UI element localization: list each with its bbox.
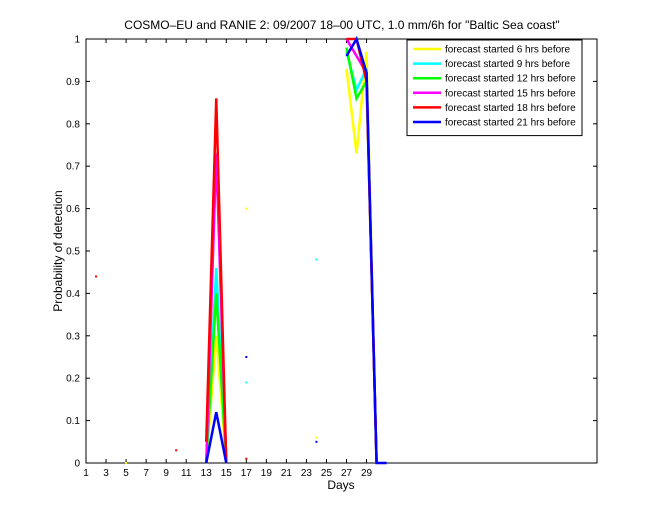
series-point xyxy=(315,440,318,443)
series-point xyxy=(125,462,128,464)
legend-label: forecast started 18 hrs before xyxy=(445,103,576,114)
x-tick-label: 5 xyxy=(123,468,129,479)
x-tick-label: 19 xyxy=(261,468,273,479)
y-tick-label: 0.4 xyxy=(66,289,80,300)
y-axis: 0 0.1 0.2 0.3 0.4 0.5 0.6 0.7 0.8 0.9 1 xyxy=(66,35,597,470)
series-point xyxy=(245,356,248,358)
x-tick-label: 21 xyxy=(281,468,293,479)
legend-label: forecast started 21 hrs before xyxy=(445,118,576,129)
chart-title: COSMO–EU and RANIE 2: 09/2007 18–00 UTC,… xyxy=(124,18,559,32)
y-tick-label: 0.2 xyxy=(66,374,80,385)
legend-label: forecast started 6 hrs before xyxy=(445,45,571,56)
x-tick-label: 13 xyxy=(201,468,213,479)
series-line xyxy=(345,35,387,465)
legend-label: forecast started 12 hrs before xyxy=(445,74,576,85)
x-tick-label: 25 xyxy=(321,468,333,479)
y-tick-label: 0.6 xyxy=(66,204,80,215)
series-point xyxy=(315,258,318,261)
y-tick-label: 0.8 xyxy=(66,119,80,130)
legend-label: forecast started 9 hrs before xyxy=(445,59,571,70)
series-layer xyxy=(95,35,387,465)
x-tick-label: 17 xyxy=(241,468,253,479)
x-tick-label: 29 xyxy=(361,468,373,479)
y-tick-label: 0 xyxy=(74,459,80,470)
series-point xyxy=(245,381,248,384)
x-tick-label: 11 xyxy=(181,468,192,479)
x-tick-label: 1 xyxy=(83,468,89,479)
series-point xyxy=(245,207,248,210)
series-line xyxy=(204,293,228,464)
series-line xyxy=(205,411,228,464)
y-tick-label: 1 xyxy=(74,35,80,46)
x-axis: 1 3 5 7 9 11 13 15 17 19 21 23 25 27 29 xyxy=(83,39,373,479)
x-tick-label: 23 xyxy=(301,468,313,479)
x-tick-label: 7 xyxy=(143,468,149,479)
series-point xyxy=(175,449,178,452)
y-tick-label: 0.1 xyxy=(66,416,80,427)
series-point xyxy=(315,436,318,439)
x-axis-label: Days xyxy=(327,478,354,492)
y-tick-label: 0.7 xyxy=(66,162,80,173)
y-tick-label: 0.9 xyxy=(66,77,80,88)
series-line xyxy=(204,98,228,464)
series-5 xyxy=(205,35,387,465)
y-tick-label: 0.3 xyxy=(66,331,80,342)
y-tick-label: 0.5 xyxy=(66,247,80,258)
y-axis-label: Probability of detection xyxy=(51,190,65,311)
series-point xyxy=(95,275,98,278)
series-point xyxy=(245,457,248,460)
legend: forecast started 6 hrs before forecast st… xyxy=(406,39,583,137)
legend-label: forecast started 15 hrs before xyxy=(445,88,576,99)
x-tick-label: 27 xyxy=(341,468,353,479)
x-tick-label: 15 xyxy=(221,468,233,479)
x-tick-label: 9 xyxy=(163,468,169,479)
legend-box xyxy=(406,39,583,137)
x-tick-label: 3 xyxy=(103,468,109,479)
